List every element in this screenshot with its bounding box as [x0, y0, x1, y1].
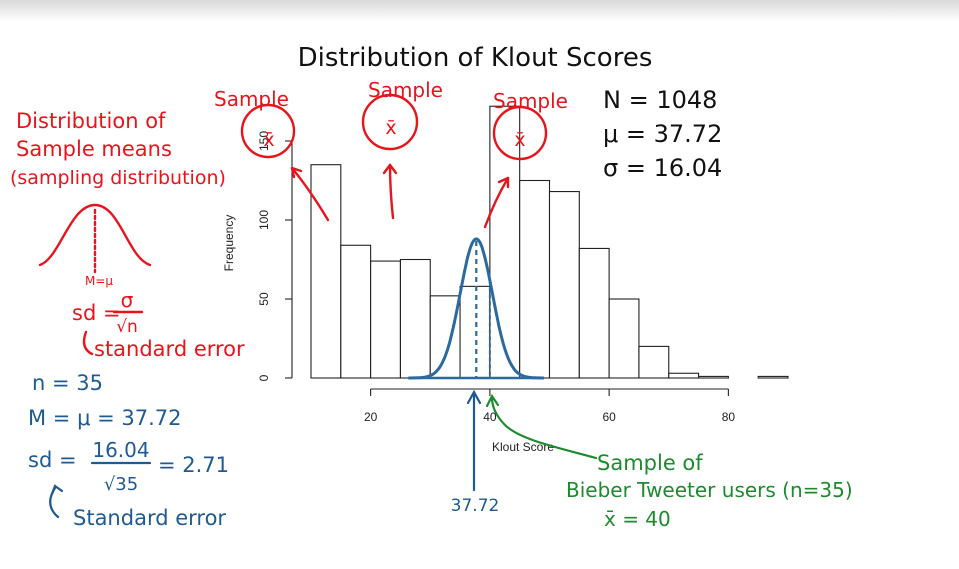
- sample-circle-2: [361, 93, 419, 151]
- histogram-bar-75-80: [698, 375, 729, 379]
- green-note-line-3: x̄ = 40: [604, 507, 671, 531]
- histogram-bar-55-60: [578, 247, 610, 379]
- sample-label-2: Sample: [368, 78, 443, 102]
- stat-sigma: σ = 16.04: [603, 154, 722, 182]
- sd-formula-denominator: √n: [116, 317, 138, 337]
- blue-standard-error: Standard error: [73, 506, 226, 530]
- arrow-1-head: [290, 166, 303, 179]
- red-annotation-strokes: [38, 93, 548, 356]
- histogram-bar-85-90: [757, 375, 789, 379]
- left-title-line-1: Distribution of: [16, 109, 166, 133]
- green-note-line-2: Bieber Tweeter users (n=35): [566, 478, 853, 502]
- sample-xbar-1: x̄: [263, 129, 274, 151]
- green-arrow-shaft: [490, 396, 598, 460]
- stat-n: N = 1048: [603, 86, 717, 114]
- x-tick-label-40: 40: [483, 410, 497, 424]
- x-tick-label-80: 80: [722, 410, 736, 424]
- left-title-line-2: Sample means: [16, 137, 172, 161]
- sample-circle-1: [240, 103, 296, 159]
- sampling-distribution-curve: [408, 237, 545, 380]
- mean-marker-label: 37.72: [451, 496, 500, 516]
- standard-error-red-label: standard error: [94, 337, 245, 361]
- left-title-line-3: (sampling distribution): [10, 167, 226, 189]
- histogram-bar-45-50: [519, 179, 551, 379]
- histogram-bar-15-20: [340, 244, 372, 379]
- blue-sd-numerator: 16.04: [92, 438, 149, 462]
- green-annotation-strokes: [485, 393, 598, 460]
- histogram-bar-65-70: [638, 345, 670, 379]
- blue-sd-denominator: √35: [104, 474, 138, 495]
- histogram-bar-40-45: [489, 105, 521, 379]
- chart-title: Distribution of Klout Scores: [298, 43, 653, 73]
- histogram-bar-25-30: [399, 258, 431, 379]
- green-arrow-head: [485, 393, 500, 408]
- window-top-edge: [0, 0, 959, 22]
- sample-xbar-2: x̄: [385, 117, 396, 139]
- arrow-1-shaft: [290, 166, 330, 222]
- green-annotations: Sample of Bieber Tweeter users (n=35) x̄…: [566, 451, 853, 531]
- green-note-line-1: Sample of: [597, 451, 703, 475]
- arrow-2-head: [382, 163, 398, 175]
- histogram-bar-10-15: [310, 164, 342, 379]
- x-axis: 20 40 60 80: [364, 388, 736, 424]
- red-annotations: Distribution of Sample means (sampling d…: [10, 78, 568, 361]
- blue-sd-lhs: sd =: [28, 448, 77, 472]
- blue-sd-result: = 2.71: [158, 453, 229, 477]
- standard-error-hook: [82, 330, 94, 356]
- x-tick-label-20: 20: [364, 410, 378, 424]
- histogram-bar-35-40: [459, 285, 491, 379]
- mini-bell-curve: [38, 203, 152, 267]
- sd-formula-numerator: σ: [121, 288, 134, 312]
- arrow-3-shaft: [483, 176, 510, 229]
- arrow-3-head: [497, 176, 510, 189]
- y-tick-label-50: 50: [257, 292, 271, 306]
- sd-formula-lhs: sd =: [72, 301, 121, 325]
- sample-circle-3: [492, 105, 548, 161]
- blue-n: n = 35: [32, 371, 103, 395]
- histogram-bars: [310, 105, 789, 379]
- histogram-bar-30-35: [429, 295, 461, 379]
- mini-curve-label: M=μ: [85, 274, 113, 288]
- histogram-bar-50-55: [548, 191, 580, 379]
- blue-annotations: n = 35 M = μ = 37.72 sd = 16.04 √35 = 2.…: [28, 371, 499, 530]
- sampling-curve-line: [408, 237, 544, 380]
- y-axis: 0 50 100 150: [257, 131, 293, 381]
- arrow-2-shaft: [388, 163, 395, 220]
- x-axis-label: Klout Score: [492, 440, 554, 454]
- y-tick-label-0: 0: [257, 374, 271, 381]
- blue-m: M = μ = 37.72: [28, 406, 182, 430]
- histogram-bar-70-75: [668, 372, 700, 379]
- stat-mu: μ = 37.72: [603, 120, 722, 148]
- histogram-bar-20-25: [370, 260, 401, 379]
- x-tick-label-60: 60: [602, 410, 616, 424]
- blue-standard-error-hook: [49, 486, 60, 519]
- y-axis-label: Frequency: [222, 215, 236, 272]
- mean-marker-arrow-head: [466, 389, 482, 405]
- y-tick-label-150: 150: [257, 131, 271, 151]
- blue-annotation-strokes: [49, 389, 482, 519]
- blue-hook-arrowhead: [50, 484, 64, 496]
- histogram-bar-60-65: [608, 298, 640, 379]
- y-tick-label-100: 100: [257, 210, 271, 230]
- sample-xbar-3: x̄: [514, 129, 525, 151]
- population-stats: N = 1048 μ = 37.72 σ = 16.04: [603, 86, 722, 182]
